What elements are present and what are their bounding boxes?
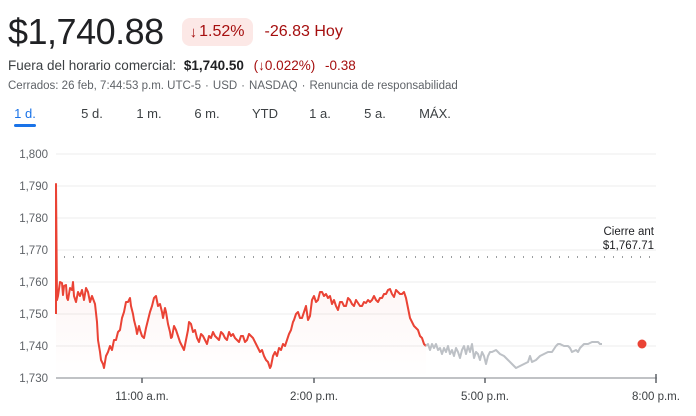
previous-close-label: Cierre ant [604, 226, 655, 238]
after-hours-delta: -0.38 [324, 58, 356, 73]
tab-max[interactable]: MÁX. [419, 106, 451, 121]
after-hours-row: Fuera del horario comercial: $1,740.50 (… [8, 58, 356, 73]
y-tick: 1,800 [19, 149, 48, 161]
range-tabs: 1 d. 5 d. 1 m. 6 m. YTD 1 a. 5 a. MÁX. [14, 104, 453, 127]
previous-close-value: $1,767.71 [603, 240, 654, 252]
tab-5d[interactable]: 5 d. [81, 106, 103, 121]
change-today: -26.83 Hoy [265, 23, 343, 41]
y-axis-labels: 1,800 1,790 1,780 1,770 1,760 1,750 1,74… [19, 149, 48, 385]
exchange: NASDAQ [249, 80, 298, 92]
quote-header: $1,740.88 ↓ 1.52% -26.83 Hoy [8, 10, 343, 54]
price-chart[interactable]: 1,800 1,790 1,780 1,770 1,760 1,750 1,74… [0, 140, 696, 416]
y-tick: 1,750 [19, 309, 48, 321]
y-tick: 1,730 [19, 373, 48, 385]
tab-5y[interactable]: 5 a. [364, 106, 386, 121]
change-percent: 1.52% [199, 23, 245, 40]
x-tick: 8:00 p.m. [632, 391, 680, 403]
change-absolute: -26.83 [264, 23, 310, 40]
x-tick: 5:00 p.m. [461, 391, 509, 403]
y-tick: 1,790 [19, 181, 48, 193]
market-status: Cerrados: 26 feb, 7:44:53 p.m. UTC-5 · USD… [8, 80, 458, 92]
y-tick: 1,780 [19, 213, 48, 225]
y-tick: 1,760 [19, 277, 48, 289]
tab-1m[interactable]: 1 m. [136, 106, 162, 121]
currency: USD [212, 80, 238, 92]
arrow-down-icon: ↓ [189, 23, 198, 41]
change-percent-badge: ↓ 1.52% [181, 18, 253, 46]
tab-1d[interactable]: 1 d. [14, 104, 36, 127]
x-tick: 2:00 p.m. [290, 391, 338, 403]
x-tick: 11:00 a.m. [115, 391, 169, 403]
closed-time: Cerrados: 26 feb, 7:44:53 p.m. UTC-5 [8, 80, 202, 92]
after-hours-price: $1,740.50 [183, 58, 244, 73]
y-tick: 1,740 [19, 341, 48, 353]
tab-ytd[interactable]: YTD [252, 106, 278, 121]
tab-1y[interactable]: 1 a. [309, 106, 331, 121]
current-price-dot [637, 339, 647, 349]
after-hours-label: Fuera del horario comercial: [8, 58, 177, 73]
after-hours-line [425, 341, 602, 369]
disclaimer-link[interactable]: Renuncia de responsabilidad [309, 80, 458, 92]
y-tick: 1,770 [19, 245, 48, 257]
x-axis-ticks [141, 374, 657, 383]
regular-session-fill [56, 184, 426, 378]
arrow-down-icon: ↓ [258, 58, 265, 73]
change-period: Hoy [314, 23, 343, 40]
regular-session-line [55, 183, 427, 369]
after-hours-percent: (↓0.022%) [253, 58, 316, 73]
tab-6m[interactable]: 6 m. [194, 106, 220, 121]
current-price: $1,740.88 [8, 11, 164, 52]
